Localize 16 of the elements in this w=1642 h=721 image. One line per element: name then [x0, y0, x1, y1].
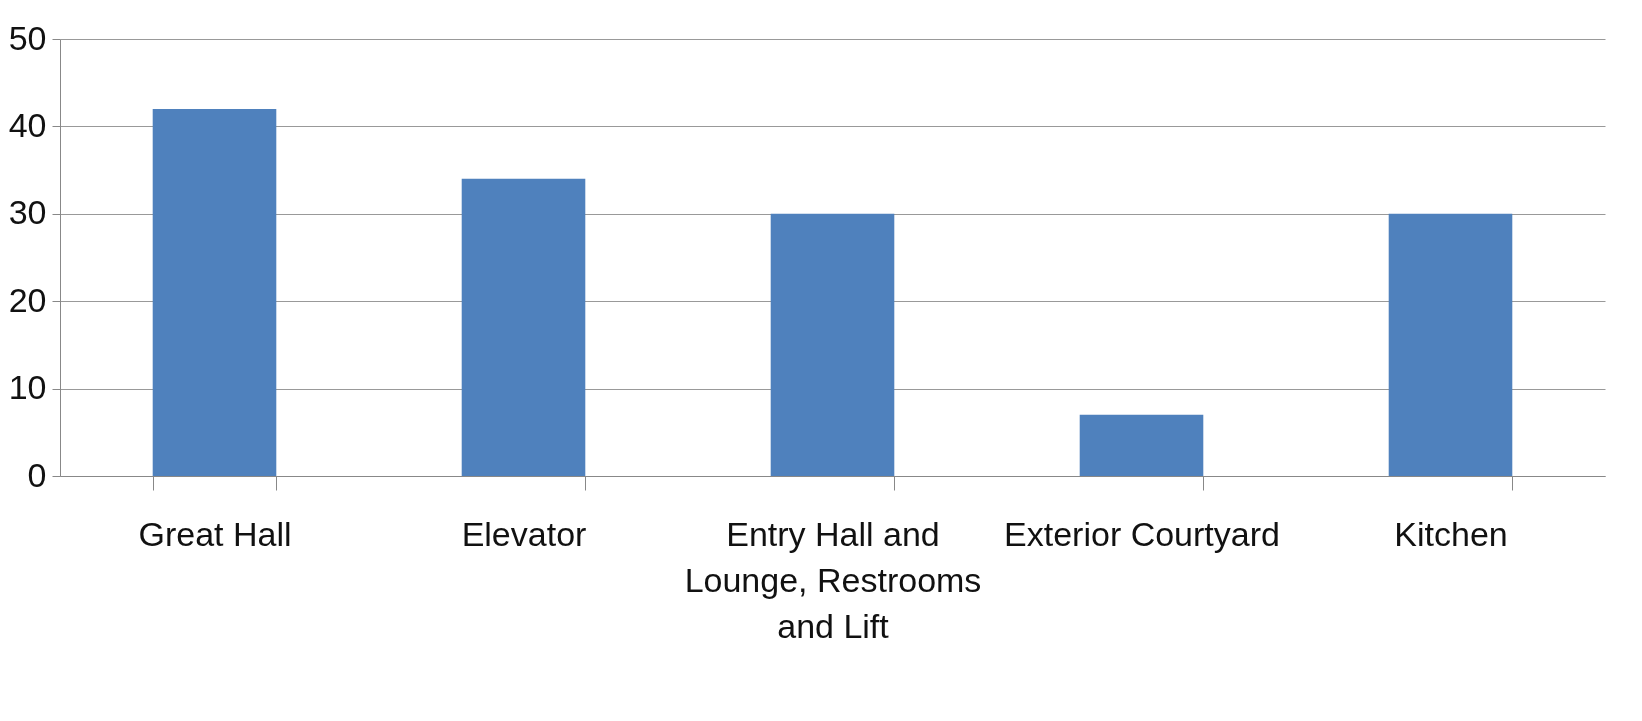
- x-tick-label: Exterior Courtyard: [1004, 514, 1280, 553]
- bar: [1388, 213, 1513, 476]
- bar: [152, 108, 277, 476]
- bar: [461, 178, 586, 476]
- y-tick-label: 10: [8, 368, 47, 407]
- y-tick-label: 50: [8, 18, 47, 57]
- y-tick-label: 40: [8, 105, 47, 144]
- bar: [770, 213, 895, 476]
- y-tick-label: 0: [27, 455, 47, 494]
- x-tick-label: Kitchen: [1394, 514, 1508, 553]
- x-tick-label: Great Hall: [138, 514, 292, 553]
- y-tick-label: 30: [8, 193, 47, 232]
- y-tick-label: 20: [8, 280, 47, 319]
- x-tick-label: Elevator: [461, 514, 587, 553]
- x-tick-label: Entry Hall and Lounge, Restrooms and Lift: [684, 514, 982, 645]
- bar: [1079, 414, 1204, 476]
